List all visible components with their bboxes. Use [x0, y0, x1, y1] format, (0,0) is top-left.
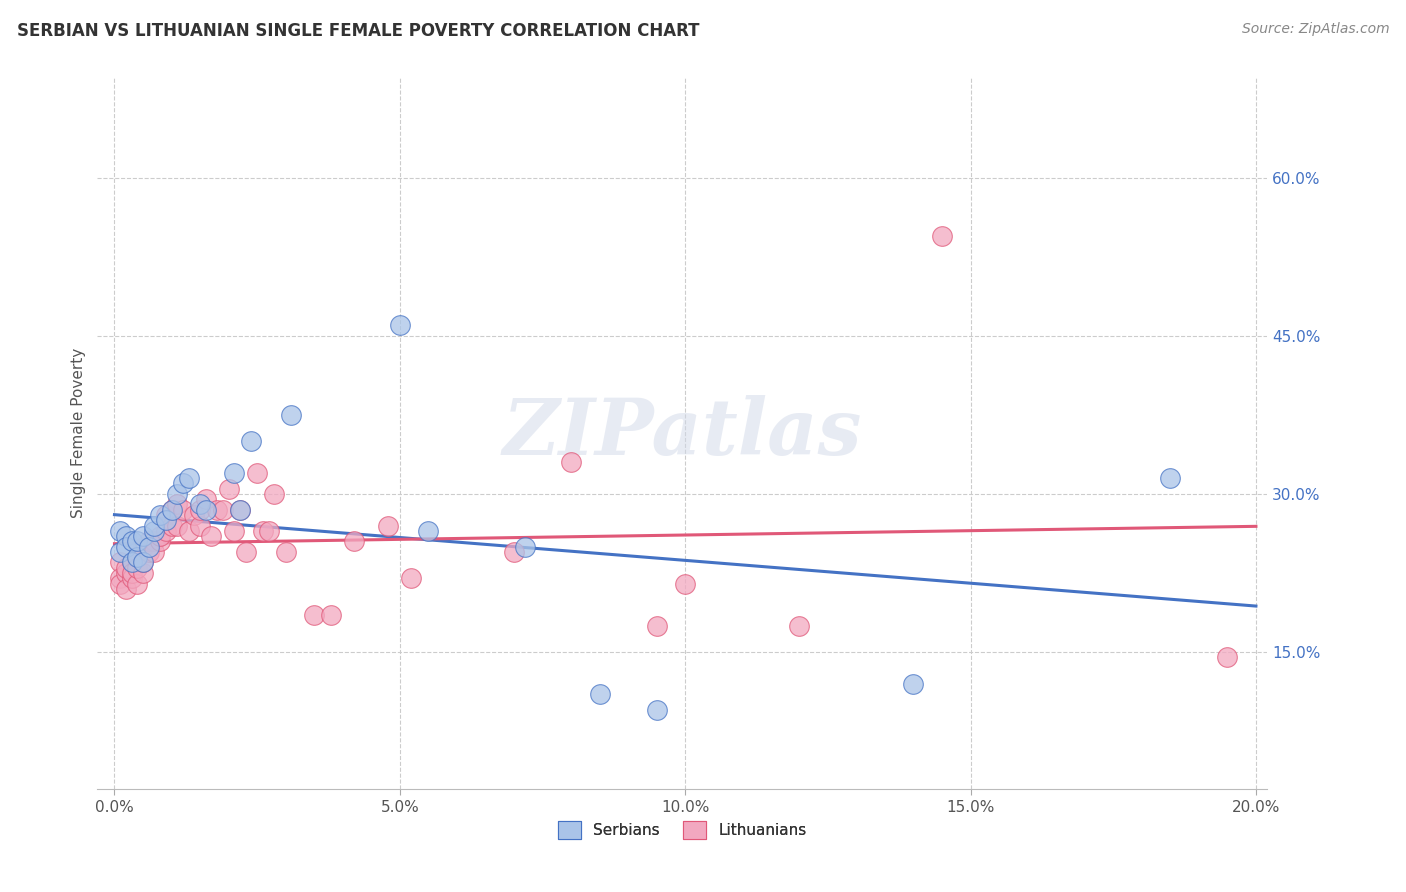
Point [132, 529, 155, 543]
Point [138, 534, 160, 549]
Point [229, 502, 252, 516]
Text: Source: ZipAtlas.com: Source: ZipAtlas.com [1241, 22, 1389, 37]
Point [121, 534, 143, 549]
Point [155, 513, 177, 527]
Point [177, 524, 200, 538]
Point [377, 518, 399, 533]
Point [127, 550, 149, 565]
Point [252, 524, 274, 538]
Point [235, 545, 257, 559]
Point [1216, 650, 1239, 665]
Point [246, 466, 269, 480]
Point [205, 502, 228, 516]
Point [399, 571, 422, 585]
Point [127, 560, 149, 574]
Point [143, 518, 166, 533]
Point [108, 571, 131, 585]
Point [302, 608, 325, 623]
Point [1159, 471, 1181, 485]
Point [127, 576, 149, 591]
Point [212, 502, 235, 516]
Point [172, 502, 194, 516]
Text: SERBIAN VS LITHUANIAN SINGLE FEMALE POVERTY CORRELATION CHART: SERBIAN VS LITHUANIAN SINGLE FEMALE POVE… [17, 22, 699, 40]
Point [108, 545, 131, 559]
Point [183, 508, 205, 522]
Point [240, 434, 263, 449]
Point [160, 502, 183, 516]
Point [160, 518, 183, 533]
Point [588, 687, 610, 701]
Point [155, 524, 177, 538]
Point [321, 608, 343, 623]
Point [127, 550, 149, 565]
Point [673, 576, 696, 591]
Point [188, 498, 211, 512]
Point [155, 508, 177, 522]
Point [160, 502, 183, 516]
Point [166, 518, 188, 533]
Point [108, 524, 131, 538]
Point [132, 556, 155, 570]
Y-axis label: Single Female Poverty: Single Female Poverty [72, 348, 86, 518]
Point [149, 529, 172, 543]
Point [200, 529, 222, 543]
Point [274, 545, 297, 559]
Point [280, 408, 302, 422]
Point [515, 540, 537, 554]
Point [418, 524, 440, 538]
Point [108, 576, 131, 591]
Point [229, 502, 252, 516]
Point [115, 529, 138, 543]
Point [143, 545, 166, 559]
Point [143, 534, 166, 549]
Point [149, 508, 172, 522]
Point [931, 228, 953, 243]
Point [188, 518, 211, 533]
Point [789, 618, 811, 632]
Point [388, 318, 411, 333]
Point [132, 540, 155, 554]
Point [503, 545, 526, 559]
Point [115, 566, 138, 580]
Point [121, 556, 143, 570]
Point [218, 482, 240, 496]
Point [115, 582, 138, 596]
Point [166, 487, 188, 501]
Point [143, 524, 166, 538]
Point [194, 492, 217, 507]
Point [188, 502, 211, 516]
Point [224, 466, 246, 480]
Point [132, 566, 155, 580]
Point [645, 703, 668, 717]
Point [115, 540, 138, 554]
Point [132, 556, 155, 570]
Point [560, 455, 582, 469]
Point [166, 498, 188, 512]
Point [224, 524, 246, 538]
Legend: Serbians, Lithuanians: Serbians, Lithuanians [553, 814, 813, 846]
Point [127, 534, 149, 549]
Point [343, 534, 366, 549]
Point [121, 566, 143, 580]
Point [194, 502, 217, 516]
Point [138, 540, 160, 554]
Point [172, 476, 194, 491]
Text: ZIPatlas: ZIPatlas [503, 395, 862, 472]
Point [115, 560, 138, 574]
Point [903, 676, 925, 690]
Point [108, 556, 131, 570]
Point [138, 545, 160, 559]
Point [257, 524, 280, 538]
Point [177, 471, 200, 485]
Point [263, 487, 285, 501]
Point [121, 556, 143, 570]
Point [121, 571, 143, 585]
Point [645, 618, 668, 632]
Point [149, 534, 172, 549]
